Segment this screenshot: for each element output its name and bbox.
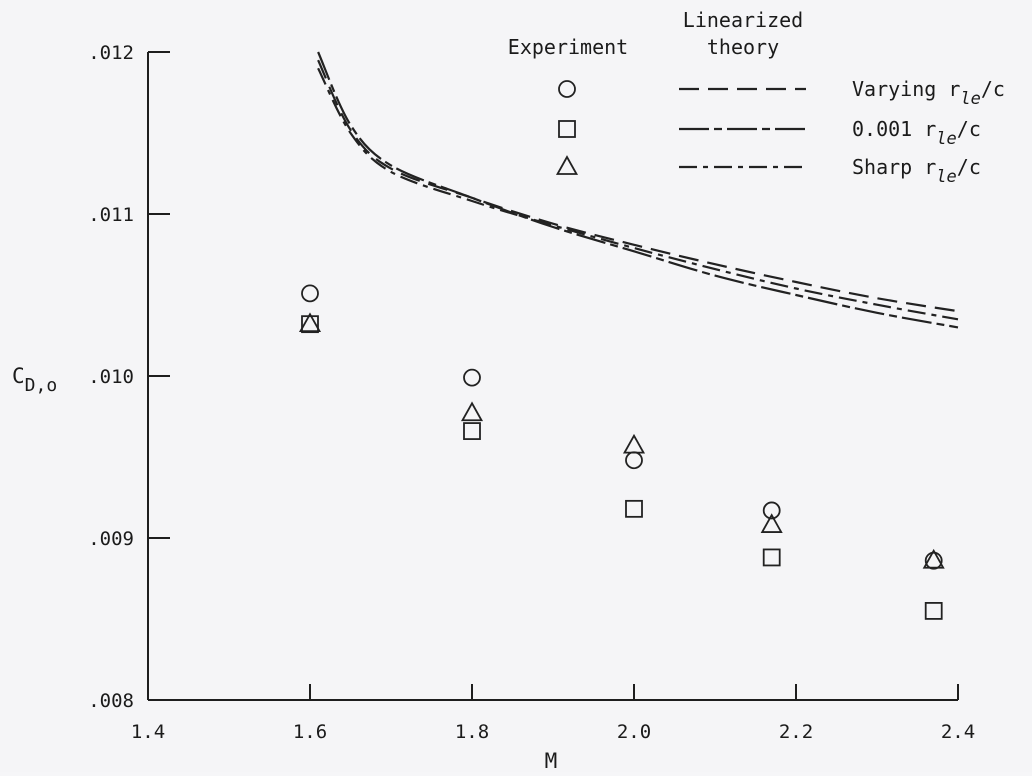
theory-curve-long-dash (317, 59, 959, 313)
y-tick-label: .009 (88, 528, 134, 550)
legend-marker-square (558, 120, 576, 138)
data-point-circle (762, 501, 781, 520)
theory-curves (317, 51, 959, 329)
data-point-square (625, 499, 643, 518)
data-point-circle (924, 551, 943, 570)
legend-label-main: Sharp r (852, 155, 936, 179)
legend-header-theory-line1: Linearized (683, 8, 803, 32)
experiment-markers (298, 284, 945, 620)
y-tick-label: .010 (88, 366, 134, 388)
axes: .008 .009 .010 .011 .012 1.4 1.6 1.8 2.0 2.2 2.4 M C… (12, 42, 975, 773)
legend-label: Varying rle/c (852, 77, 1005, 109)
legend-label-subscript: le (936, 129, 956, 149)
data-point-square (301, 315, 319, 334)
legend-label-tail: /c (957, 155, 981, 179)
data-point-square (463, 422, 481, 440)
legend-label-tail: /c (981, 77, 1005, 101)
x-tick-label: 1.4 (131, 721, 165, 743)
data-point-circle (625, 451, 643, 470)
y-axis-label-main: C (12, 364, 25, 388)
legend-marker-circle (558, 80, 576, 98)
legend-label-subscript: le (960, 89, 980, 109)
y-tick-label: .012 (88, 42, 134, 64)
legend-label-main: Varying r (852, 77, 960, 101)
data-point-square (762, 548, 781, 567)
legend-marker-triangle (555, 155, 579, 175)
legend-header-experiment: Experiment (508, 35, 628, 59)
legend-label: 0.001 rle/c (852, 117, 981, 149)
data-point-circle (463, 368, 481, 387)
y-tick-label: .008 (88, 690, 134, 712)
x-axis-label: M (545, 749, 558, 772)
y-axis-label-subscript: D,o (25, 375, 58, 396)
data-point-triangle (760, 513, 783, 533)
x-tick-label: 2.4 (941, 721, 975, 743)
data-point-triangle (622, 433, 646, 454)
legend-label-subscript: le (936, 167, 956, 187)
x-tick-label: 1.6 (293, 721, 327, 743)
legend-label: Sharp rle/c (852, 155, 981, 187)
data-point-triangle (922, 548, 945, 569)
theory-curve-long-short (317, 51, 959, 329)
legend-label-main: 0.001 r (852, 117, 936, 141)
data-point-circle (301, 284, 319, 303)
data-point-square (924, 602, 943, 620)
legend-label-tail: /c (957, 117, 981, 141)
data-point-triangle (298, 312, 322, 333)
y-axis-label: CD,o (12, 364, 57, 396)
legend-header-theory-line2: theory (707, 35, 779, 59)
theory-curve-long-dash-dot (317, 67, 959, 321)
y-tick-label: .011 (88, 204, 134, 226)
x-tick-label: 1.8 (455, 721, 489, 743)
x-tick-label: 2.0 (617, 721, 651, 743)
x-tick-label: 2.2 (779, 721, 813, 743)
data-point-triangle (460, 401, 484, 422)
